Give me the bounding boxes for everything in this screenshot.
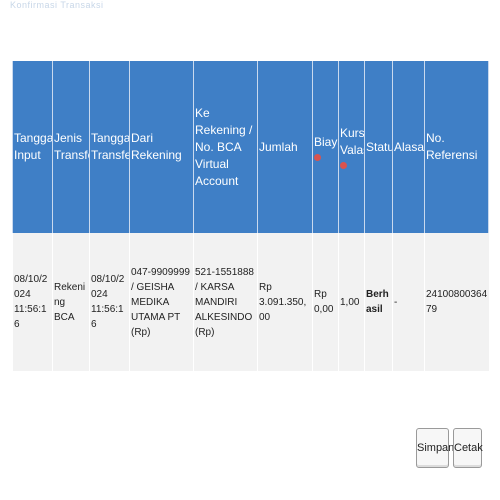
table-header-row: Tanggal Input Jenis Transfer Tanggal Tra… — [12, 61, 489, 233]
cell-tanggal-input: 08/10/2024 11:56:16 — [12, 233, 53, 371]
header-ke-rekening: Ke Rekening / No. BCA Virtual Account — [193, 61, 258, 233]
header-status: Status — [364, 61, 393, 233]
cell-jenis-transfer: Rekening BCA — [52, 233, 90, 371]
header-kurs-valas-label: Kurs Valas — [340, 126, 365, 157]
required-marker-icon — [340, 162, 347, 169]
header-no-referensi: No. Referensi — [424, 61, 489, 233]
table-row: 08/10/2024 11:56:16 Rekening BCA 08/10/2… — [12, 233, 489, 371]
cell-status: Berhasil — [364, 233, 393, 371]
required-marker-icon — [314, 153, 321, 161]
cell-kurs-valas: 1,00 — [338, 233, 365, 371]
header-jumlah: Jumlah — [257, 61, 313, 233]
cell-jumlah: Rp 3.091.350,00 — [257, 233, 313, 371]
cell-no-referensi: 2410080036479 — [424, 233, 489, 371]
page-caption: Konfirmasi Transaksi — [10, 0, 104, 10]
header-alasan: Alasan — [392, 61, 425, 233]
header-dari-rekening: Dari Rekening — [129, 61, 194, 233]
header-biaya: Biaya — [312, 61, 339, 233]
cell-dari-rekening: 047-9909999 / GEISHA MEDIKA UTAMA PT (Rp… — [129, 233, 194, 371]
header-biaya-label: Biaya — [314, 134, 338, 149]
cell-biaya: Rp 0,00 — [312, 233, 339, 371]
header-tanggal-input: Tanggal Input — [12, 61, 53, 233]
header-kurs-valas: Kurs Valas — [338, 61, 365, 233]
header-tanggal-transfer: Tanggal Transfer — [89, 61, 130, 233]
cell-ke-rekening: 521-1551888 / KARSA MANDIRI ALKESINDO (R… — [193, 233, 258, 371]
header-jenis-transfer: Jenis Transfer — [52, 61, 90, 233]
print-button[interactable]: Cetak — [453, 428, 483, 468]
cell-alasan: - — [392, 233, 425, 371]
save-button[interactable]: Simpan — [416, 428, 454, 468]
transaction-table-container: Tanggal Input Jenis Transfer Tanggal Tra… — [12, 61, 489, 371]
transaction-table: Tanggal Input Jenis Transfer Tanggal Tra… — [12, 61, 489, 371]
cell-tanggal-transfer: 08/10/2024 11:56:16 — [89, 233, 130, 371]
